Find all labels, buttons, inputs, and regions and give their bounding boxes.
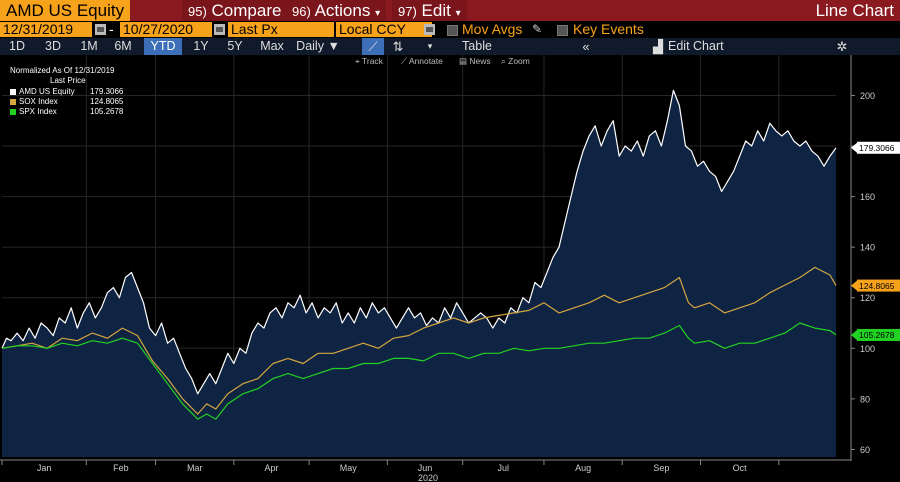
news-tool[interactable]: ▤ News bbox=[459, 56, 491, 66]
chevron-down-icon: ▾ bbox=[455, 8, 461, 19]
chevron-down-icon: ▾ bbox=[375, 8, 381, 19]
y-tick-label: 80 bbox=[860, 394, 870, 404]
ticker-field[interactable]: AMD US Equity bbox=[0, 0, 131, 21]
x-tick-label: Apr bbox=[264, 463, 278, 473]
x-axis-label: 2020 bbox=[418, 473, 438, 482]
legend-name-sox: SOX Index bbox=[19, 97, 58, 106]
chart-legend: Normalized As Of 12/31/2019 Last Price A… bbox=[6, 64, 138, 122]
gear-icon[interactable]: ✲ bbox=[836, 39, 848, 54]
x-tick-label: Feb bbox=[113, 463, 129, 473]
x-tick-label: Jul bbox=[498, 463, 510, 473]
edit-label: Edit bbox=[421, 1, 451, 20]
last-value-badge bbox=[857, 279, 900, 292]
last-value-pointer bbox=[851, 329, 857, 340]
edit-chart-button[interactable]: Edit Chart bbox=[668, 39, 724, 53]
x-tick-label: Oct bbox=[733, 463, 748, 473]
last-value-pointer bbox=[851, 142, 857, 153]
legend-swatch-amd bbox=[10, 89, 16, 95]
edit-menu[interactable]: 97) Edit ▾ bbox=[392, 0, 467, 21]
line-chart-icon[interactable]: ⟋ bbox=[362, 38, 384, 55]
period-6m[interactable]: 6M bbox=[114, 39, 132, 53]
calendar-icon[interactable] bbox=[95, 24, 106, 35]
annotate-tool[interactable]: ⟋ Annotate bbox=[401, 56, 443, 66]
y-tick-label: 200 bbox=[860, 91, 875, 101]
date-toolbar: 12/31/2019 - 10/27/2020 Last Px Local CC… bbox=[0, 21, 900, 38]
period-5y[interactable]: 5Y bbox=[227, 39, 243, 53]
collapse-icon[interactable]: « bbox=[582, 39, 590, 54]
last-value-pointer bbox=[851, 280, 857, 291]
y-tick-label: 140 bbox=[860, 243, 875, 253]
compare-label: Compare bbox=[211, 1, 282, 20]
x-axis: Jan Feb Mar Apr May Jun Jul Aug Sep Oct 2020 bbox=[0, 459, 851, 482]
frequency-select[interactable]: Daily ▼ bbox=[296, 39, 340, 53]
legend-value-amd: 179.3066 bbox=[90, 87, 124, 96]
x-tick-label: Aug bbox=[575, 463, 591, 473]
series-line bbox=[1, 322, 837, 420]
legend-subtitle: Last Price bbox=[50, 76, 86, 85]
actions-label: Actions bbox=[314, 1, 371, 20]
price-field-select[interactable]: Last Px bbox=[228, 22, 334, 37]
last-value-badge bbox=[857, 141, 900, 154]
period-1y[interactable]: 1Y bbox=[193, 39, 209, 53]
period-toolbar: 1D 3D 1M 6M YTD 1Y 5Y Max Daily ▼ ⟋ ⇅ ▾ … bbox=[0, 38, 900, 55]
legend-name-amd: AMD US Equity bbox=[19, 87, 75, 96]
legend-name-spx: SPX Index bbox=[19, 107, 57, 116]
y-tick-label: 160 bbox=[860, 192, 875, 202]
title-bar: AMD US Equity 95) Compare 96) Actions ▾ … bbox=[0, 0, 900, 21]
legend-swatch-sox bbox=[10, 99, 16, 105]
legend-value-spx: 105.2678 bbox=[90, 107, 124, 116]
pencil-icon[interactable]: ✎ bbox=[532, 22, 543, 36]
last-value-label: 179.3066 bbox=[859, 143, 895, 153]
actions-menu[interactable]: 96) Actions ▾ bbox=[286, 0, 387, 21]
legend-value-sox: 124.8065 bbox=[90, 97, 124, 106]
table-button[interactable]: Table bbox=[462, 39, 492, 53]
legend-title: Normalized As Of 12/31/2019 bbox=[10, 66, 115, 75]
mov-avgs-checkbox[interactable] bbox=[447, 25, 458, 36]
x-tick-label: Jun bbox=[418, 463, 433, 473]
last-value-label: 105.2678 bbox=[859, 330, 895, 340]
zoom-tool[interactable]: ⌕ Zoom bbox=[501, 56, 530, 66]
compare-menu[interactable]: 95) Compare bbox=[182, 0, 288, 21]
x-tick-label: Sep bbox=[653, 463, 669, 473]
mov-avgs-label: Mov Avgs bbox=[462, 21, 523, 37]
date-separator: - bbox=[109, 21, 114, 37]
chart-areas bbox=[2, 90, 836, 458]
currency-dropdown-icon[interactable] bbox=[424, 24, 435, 35]
edit-chart-icon[interactable]: ▟ bbox=[653, 39, 663, 54]
key-events-checkbox[interactable] bbox=[557, 25, 568, 36]
series-line bbox=[1, 89, 837, 395]
x-tick-label: Jan bbox=[37, 463, 52, 473]
last-value-label: 124.8065 bbox=[859, 281, 895, 291]
line-chart: 6080100120140160180200 JanFebMarAprMayJu… bbox=[0, 55, 900, 482]
period-1d[interactable]: 1D bbox=[9, 39, 25, 53]
period-3d[interactable]: 3D bbox=[45, 39, 61, 53]
period-1m[interactable]: 1M bbox=[80, 39, 98, 53]
bar-chart-icon[interactable]: ⇅ bbox=[392, 39, 404, 54]
last-value-badge bbox=[857, 328, 900, 341]
series-line bbox=[1, 266, 837, 415]
period-ytd[interactable]: YTD bbox=[144, 38, 182, 55]
y-tick-label: 100 bbox=[860, 344, 875, 354]
legend-swatch-spx bbox=[10, 109, 16, 115]
key-events-label: Key Events bbox=[573, 21, 644, 37]
currency-select[interactable]: Local CCY bbox=[336, 22, 432, 37]
calendar-icon[interactable] bbox=[214, 24, 225, 35]
chart-type-label: Line Chart bbox=[815, 1, 894, 20]
y-tick-label: 120 bbox=[860, 293, 875, 303]
track-tool[interactable]: ⌖ Track bbox=[355, 56, 383, 66]
actions-number: 96) bbox=[292, 4, 311, 19]
end-date-field[interactable]: 10/27/2020 bbox=[120, 22, 212, 37]
edit-number: 97) bbox=[398, 4, 417, 19]
compare-number: 95) bbox=[188, 4, 207, 19]
period-max[interactable]: Max bbox=[260, 39, 284, 53]
last-value-labels: 179.3066 124.8065 105.2678 bbox=[851, 141, 900, 341]
x-tick-label: Mar bbox=[187, 463, 203, 473]
start-date-field[interactable]: 12/31/2019 bbox=[0, 22, 92, 37]
chart-lines bbox=[1, 89, 837, 420]
series-area bbox=[2, 90, 836, 458]
y-tick-label: 60 bbox=[860, 445, 870, 455]
chart-type-dropdown-icon[interactable]: ▾ bbox=[427, 41, 433, 51]
x-tick-label: May bbox=[340, 463, 358, 473]
